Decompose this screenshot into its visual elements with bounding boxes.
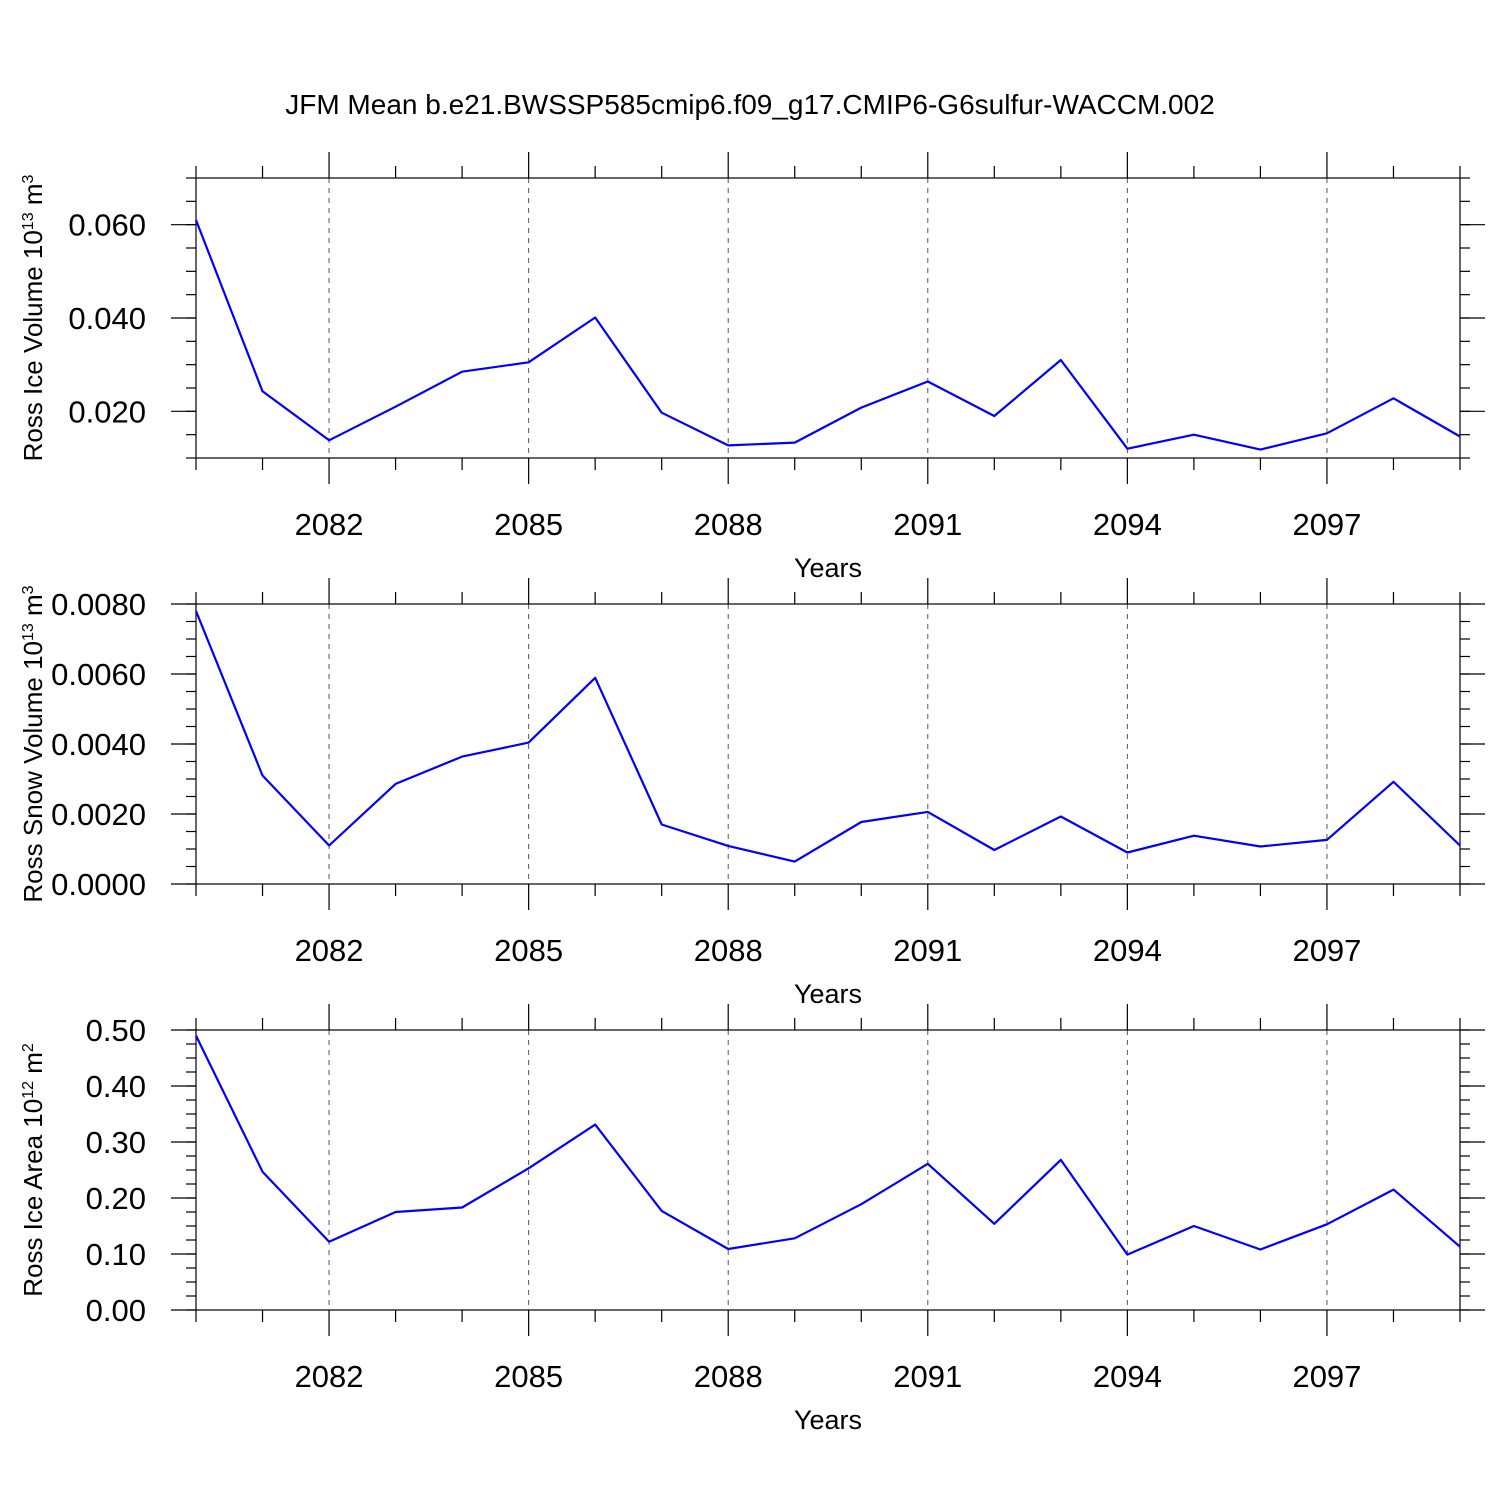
- x-tick-label: 2088: [694, 507, 763, 542]
- y-axis-label-superscript: 3: [20, 585, 37, 594]
- x-tick-label: 2097: [1292, 933, 1361, 968]
- series-line: [195, 1035, 1461, 1256]
- y-tick-label: 0.0020: [51, 797, 146, 832]
- series-line: [194, 219, 1461, 451]
- x-axis-label: Years: [794, 553, 862, 583]
- plot-frame: [195, 1029, 1461, 1311]
- panel-1: 0.020 0.040 0.060 2082 2085 2088 2091 2094 2097 Y…: [18, 152, 1485, 583]
- y-axis-label-text: m: [18, 1052, 48, 1081]
- x-tick-label: 2085: [494, 507, 563, 542]
- y-axis-label-text: Ross Ice Area 10: [18, 1099, 48, 1297]
- y-tick-label: 0.40: [86, 1069, 146, 1104]
- y-tick-label: 0.0080: [51, 587, 146, 622]
- y-tick-label: 0.0040: [51, 727, 146, 762]
- y-axis-label: Ross Snow Volume 1013 m3: [18, 585, 48, 902]
- y-tick-label: 0.040: [68, 301, 146, 336]
- x-tick-label: 2082: [295, 507, 364, 542]
- x-tick-label: 2085: [494, 1359, 563, 1394]
- y-tick-label: 0.060: [68, 208, 146, 243]
- y-axis-label-text: Ross Snow Volume 10: [18, 641, 48, 903]
- x-tick-label: 2091: [893, 1359, 962, 1394]
- y-axis-label: Ross Ice Area 1012 m2: [18, 1043, 48, 1297]
- x-tick-label: 2094: [1093, 507, 1162, 542]
- x-tick-label: 2097: [1292, 507, 1361, 542]
- y-axis-label-text: m: [18, 183, 48, 212]
- x-tick-label: 2088: [694, 1359, 763, 1394]
- x-tick-label: 2082: [295, 933, 364, 968]
- y-axis-label-superscript: 13: [20, 212, 37, 230]
- x-tick-label: 2091: [893, 507, 962, 542]
- y-tick-label: 0.20: [86, 1181, 146, 1216]
- x-tick-label: 2091: [893, 933, 962, 968]
- y-axis-label-superscript: 2: [20, 1043, 37, 1052]
- y-tick-label: 0.10: [86, 1237, 146, 1272]
- y-axis-label-superscript: 12: [20, 1081, 37, 1099]
- y-axis-label-superscript: 3: [20, 174, 37, 183]
- x-tick-label: 2094: [1093, 1359, 1162, 1394]
- x-tick-label: 2088: [694, 933, 763, 968]
- x-tick-label: 2082: [295, 1359, 364, 1394]
- x-tick-label: 2094: [1093, 933, 1162, 968]
- y-axis-label-superscript: 13: [20, 623, 37, 641]
- x-axis-label: Years: [794, 1405, 862, 1435]
- y-tick-label: 0.50: [86, 1013, 146, 1048]
- series-line: [194, 610, 1461, 863]
- plot-frame: [195, 177, 1461, 459]
- y-tick-label: 0.00: [86, 1293, 146, 1328]
- panel-3: 0.00 0.10 0.20 0.30 0.40 0.50 2082 2085 2088 2091…: [18, 1004, 1485, 1435]
- x-tick-label: 2085: [494, 933, 563, 968]
- y-tick-label: 0.0060: [51, 657, 146, 692]
- x-axis-label: Years: [794, 979, 862, 1009]
- panel-2: 0.0000 0.0020 0.0040 0.0060 0.0080 2082 2085 20…: [18, 578, 1485, 1009]
- y-tick-label: 0.30: [86, 1125, 146, 1160]
- x-tick-label: 2097: [1292, 1359, 1361, 1394]
- y-tick-label: 0.0000: [51, 867, 146, 902]
- y-axis-label-text: Ross Ice Volume 10: [18, 230, 48, 461]
- y-tick-label: 0.020: [68, 394, 146, 429]
- y-axis-label: Ross Ice Volume 1013 m3: [18, 174, 48, 461]
- y-axis-label-text: m: [18, 594, 48, 623]
- chart-title: JFM Mean b.e21.BWSSP585cmip6.f09_g17.CMI…: [285, 89, 1215, 120]
